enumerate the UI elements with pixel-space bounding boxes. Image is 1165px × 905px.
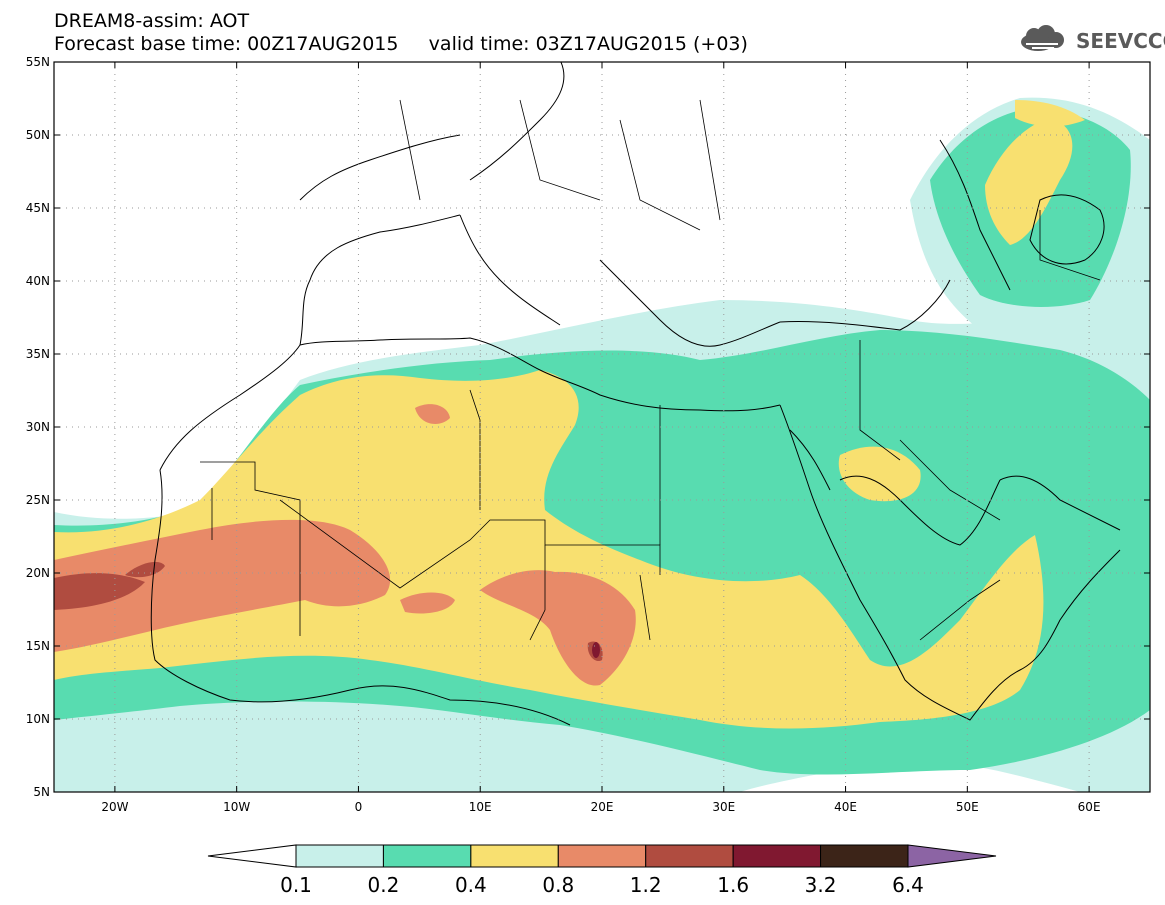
colorbar-box <box>470 844 559 868</box>
colorbar-box <box>645 844 734 868</box>
lon-label: 0 <box>355 800 363 814</box>
colorbar-level-label: 0.1 <box>280 873 312 897</box>
colorbar-level-label: 6.4 <box>892 873 924 897</box>
lat-label: 50N <box>26 128 50 142</box>
coastlines <box>150 62 1121 726</box>
colorbar-level-label: 1.6 <box>717 873 750 897</box>
logo-text: SEEVCCC <box>1076 29 1165 53</box>
aot-fields <box>54 97 1150 792</box>
lat-label: 30N <box>26 420 50 434</box>
lon-label: 30E <box>712 800 735 814</box>
longitude-labels: 20W 10W 0 10E 20E 30E 40E 50E 60E <box>101 800 1100 814</box>
colorbar-level-label: 0.8 <box>542 873 575 897</box>
colorbar-box <box>732 844 822 868</box>
lat-label: 20N <box>26 566 50 580</box>
colorbar-high-arrow <box>907 844 997 868</box>
colorbar <box>207 844 997 868</box>
colorbar-low-arrow <box>207 844 297 868</box>
lat-label: 5N <box>33 785 50 799</box>
lat-label: 55N <box>26 55 50 69</box>
lon-label: 10E <box>469 800 492 814</box>
lat-label: 25N <box>26 493 50 507</box>
lon-label: 20W <box>101 800 128 814</box>
lat-label: 15N <box>26 639 50 653</box>
lon-label: 60E <box>1078 800 1101 814</box>
colorbar-box <box>557 844 647 868</box>
lat-label: 45N <box>26 201 50 215</box>
lon-label: 50E <box>956 800 979 814</box>
lon-label: 40E <box>834 800 857 814</box>
aot-band-1.6 <box>592 642 600 658</box>
lat-label: 10N <box>26 712 50 726</box>
cloud-logo-icon <box>1021 25 1064 51</box>
lon-label: 10W <box>223 800 250 814</box>
colorbar-level-label: 0.2 <box>367 873 400 897</box>
colorbar-level-label: 1.2 <box>629 873 662 897</box>
aot-band-0.4 <box>54 100 1085 729</box>
colorbar-level-label: 3.2 <box>804 873 837 897</box>
lon-label: 20E <box>591 800 614 814</box>
colorbar-box <box>295 844 384 868</box>
latitude-labels: 55N 50N 45N 40N 35N 30N 25N 20N 15N 10N 5N <box>26 55 50 799</box>
title-line-2: Forecast base time: 00Z17AUG2015 valid t… <box>54 33 748 55</box>
colorbar-level-label: 0.4 <box>454 873 487 897</box>
lat-label: 35N <box>26 347 50 361</box>
colorbar-box <box>820 844 909 868</box>
country-borders <box>200 99 1101 641</box>
axis-ticks <box>54 61 1150 793</box>
title-line-1: DREAM8-assim: AOT <box>54 10 250 32</box>
colorbar-box <box>382 844 472 868</box>
lat-label: 40N <box>26 274 50 288</box>
